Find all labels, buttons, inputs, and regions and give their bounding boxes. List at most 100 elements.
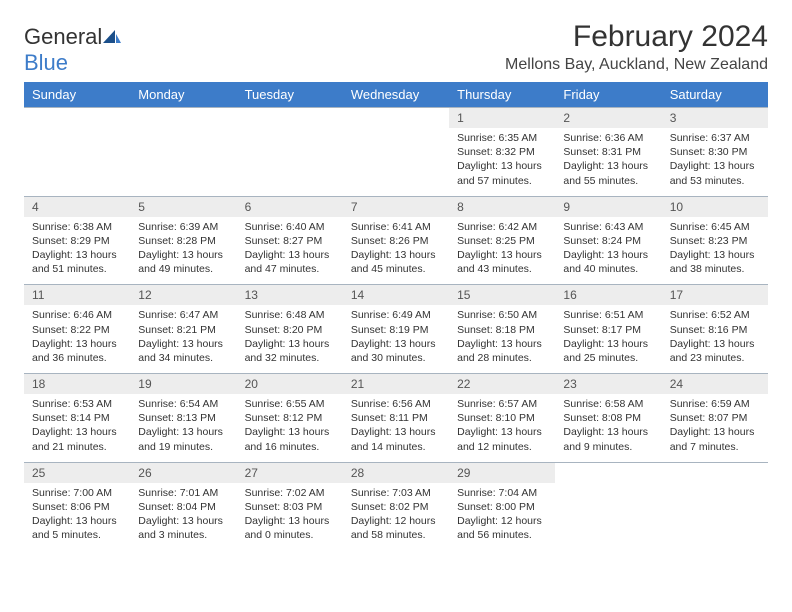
- sunset-text: Sunset: 8:14 PM: [32, 411, 122, 425]
- sunset-text: Sunset: 8:29 PM: [32, 234, 122, 248]
- day-header-thu: Thursday: [449, 82, 555, 108]
- day-number: 25: [24, 462, 130, 483]
- sunset-text: Sunset: 8:27 PM: [245, 234, 335, 248]
- sunset-text: Sunset: 8:06 PM: [32, 500, 122, 514]
- day-cell: Sunrise: 6:58 AMSunset: 8:08 PMDaylight:…: [555, 394, 661, 462]
- day-cell: Sunrise: 6:47 AMSunset: 8:21 PMDaylight:…: [130, 305, 236, 373]
- daylight-text: Daylight: 12 hours: [351, 514, 441, 528]
- day-cell: Sunrise: 6:50 AMSunset: 8:18 PMDaylight:…: [449, 305, 555, 373]
- day-number: 5: [130, 196, 236, 217]
- sunrise-text: Sunrise: 6:49 AM: [351, 308, 441, 322]
- day-cell: Sunrise: 6:53 AMSunset: 8:14 PMDaylight:…: [24, 394, 130, 462]
- day-number: 12: [130, 285, 236, 306]
- week-content-row: Sunrise: 6:53 AMSunset: 8:14 PMDaylight:…: [24, 394, 768, 462]
- sunrise-text: Sunrise: 6:40 AM: [245, 220, 335, 234]
- sunset-text: Sunset: 8:08 PM: [563, 411, 653, 425]
- day-number: 13: [237, 285, 343, 306]
- day-cell: Sunrise: 7:03 AMSunset: 8:02 PMDaylight:…: [343, 483, 449, 551]
- sunrise-text: Sunrise: 6:35 AM: [457, 131, 547, 145]
- day-number: 22: [449, 374, 555, 395]
- sunset-text: Sunset: 8:11 PM: [351, 411, 441, 425]
- sunset-text: Sunset: 8:19 PM: [351, 323, 441, 337]
- day-cell: Sunrise: 6:54 AMSunset: 8:13 PMDaylight:…: [130, 394, 236, 462]
- day-cell: Sunrise: 6:51 AMSunset: 8:17 PMDaylight:…: [555, 305, 661, 373]
- sunrise-text: Sunrise: 6:41 AM: [351, 220, 441, 234]
- day-cell: Sunrise: 6:37 AMSunset: 8:30 PMDaylight:…: [662, 128, 768, 196]
- logo-word2: Blue: [24, 50, 68, 75]
- sunset-text: Sunset: 8:00 PM: [457, 500, 547, 514]
- week-content-row: Sunrise: 6:46 AMSunset: 8:22 PMDaylight:…: [24, 305, 768, 373]
- daylight-text: and 53 minutes.: [670, 174, 760, 188]
- day-number: 21: [343, 374, 449, 395]
- week-num-row: 18192021222324: [24, 374, 768, 395]
- day-number: [130, 108, 236, 129]
- sunset-text: Sunset: 8:28 PM: [138, 234, 228, 248]
- day-number: 16: [555, 285, 661, 306]
- daylight-text: and 25 minutes.: [563, 351, 653, 365]
- day-number: 3: [662, 108, 768, 129]
- day-number: 18: [24, 374, 130, 395]
- sunset-text: Sunset: 8:31 PM: [563, 145, 653, 159]
- day-cell: Sunrise: 6:46 AMSunset: 8:22 PMDaylight:…: [24, 305, 130, 373]
- sunrise-text: Sunrise: 7:00 AM: [32, 486, 122, 500]
- daylight-text: Daylight: 13 hours: [670, 248, 760, 262]
- daylight-text: Daylight: 13 hours: [457, 337, 547, 351]
- sunrise-text: Sunrise: 6:56 AM: [351, 397, 441, 411]
- daylight-text: Daylight: 13 hours: [351, 425, 441, 439]
- daylight-text: Daylight: 13 hours: [563, 248, 653, 262]
- day-header-wed: Wednesday: [343, 82, 449, 108]
- daylight-text: and 38 minutes.: [670, 262, 760, 276]
- day-cell: [24, 128, 130, 196]
- day-cell: Sunrise: 6:59 AMSunset: 8:07 PMDaylight:…: [662, 394, 768, 462]
- week-num-row: 123: [24, 108, 768, 129]
- sunset-text: Sunset: 8:24 PM: [563, 234, 653, 248]
- sunrise-text: Sunrise: 6:42 AM: [457, 220, 547, 234]
- daylight-text: and 21 minutes.: [32, 440, 122, 454]
- daylight-text: Daylight: 13 hours: [138, 248, 228, 262]
- sunrise-text: Sunrise: 6:59 AM: [670, 397, 760, 411]
- day-header-sat: Saturday: [662, 82, 768, 108]
- day-header-fri: Friday: [555, 82, 661, 108]
- daylight-text: Daylight: 13 hours: [670, 159, 760, 173]
- day-number: 17: [662, 285, 768, 306]
- sunset-text: Sunset: 8:07 PM: [670, 411, 760, 425]
- sunrise-text: Sunrise: 6:51 AM: [563, 308, 653, 322]
- daylight-text: and 0 minutes.: [245, 528, 335, 542]
- day-cell: [130, 128, 236, 196]
- day-number: 29: [449, 462, 555, 483]
- day-cell: Sunrise: 7:00 AMSunset: 8:06 PMDaylight:…: [24, 483, 130, 551]
- logo-sail-icon: [102, 24, 122, 50]
- daylight-text: Daylight: 13 hours: [563, 425, 653, 439]
- sunrise-text: Sunrise: 6:50 AM: [457, 308, 547, 322]
- sunset-text: Sunset: 8:10 PM: [457, 411, 547, 425]
- day-number: 10: [662, 196, 768, 217]
- daylight-text: Daylight: 13 hours: [457, 425, 547, 439]
- day-number: [343, 108, 449, 129]
- daylight-text: and 16 minutes.: [245, 440, 335, 454]
- daylight-text: and 5 minutes.: [32, 528, 122, 542]
- sunset-text: Sunset: 8:26 PM: [351, 234, 441, 248]
- daylight-text: Daylight: 13 hours: [351, 248, 441, 262]
- daylight-text: and 47 minutes.: [245, 262, 335, 276]
- sunrise-text: Sunrise: 6:45 AM: [670, 220, 760, 234]
- daylight-text: and 49 minutes.: [138, 262, 228, 276]
- daylight-text: Daylight: 13 hours: [351, 337, 441, 351]
- sunrise-text: Sunrise: 6:52 AM: [670, 308, 760, 322]
- page-subtitle: Mellons Bay, Auckland, New Zealand: [505, 56, 768, 74]
- sunrise-text: Sunrise: 7:04 AM: [457, 486, 547, 500]
- sunrise-text: Sunrise: 6:37 AM: [670, 131, 760, 145]
- sunrise-text: Sunrise: 6:46 AM: [32, 308, 122, 322]
- sunrise-text: Sunrise: 6:38 AM: [32, 220, 122, 234]
- sunset-text: Sunset: 8:20 PM: [245, 323, 335, 337]
- sunset-text: Sunset: 8:16 PM: [670, 323, 760, 337]
- daylight-text: and 9 minutes.: [563, 440, 653, 454]
- daylight-text: Daylight: 13 hours: [457, 159, 547, 173]
- daylight-text: and 28 minutes.: [457, 351, 547, 365]
- daylight-text: and 32 minutes.: [245, 351, 335, 365]
- sunrise-text: Sunrise: 6:36 AM: [563, 131, 653, 145]
- day-number: 28: [343, 462, 449, 483]
- sunset-text: Sunset: 8:03 PM: [245, 500, 335, 514]
- daylight-text: and 14 minutes.: [351, 440, 441, 454]
- day-cell: Sunrise: 6:48 AMSunset: 8:20 PMDaylight:…: [237, 305, 343, 373]
- daylight-text: and 30 minutes.: [351, 351, 441, 365]
